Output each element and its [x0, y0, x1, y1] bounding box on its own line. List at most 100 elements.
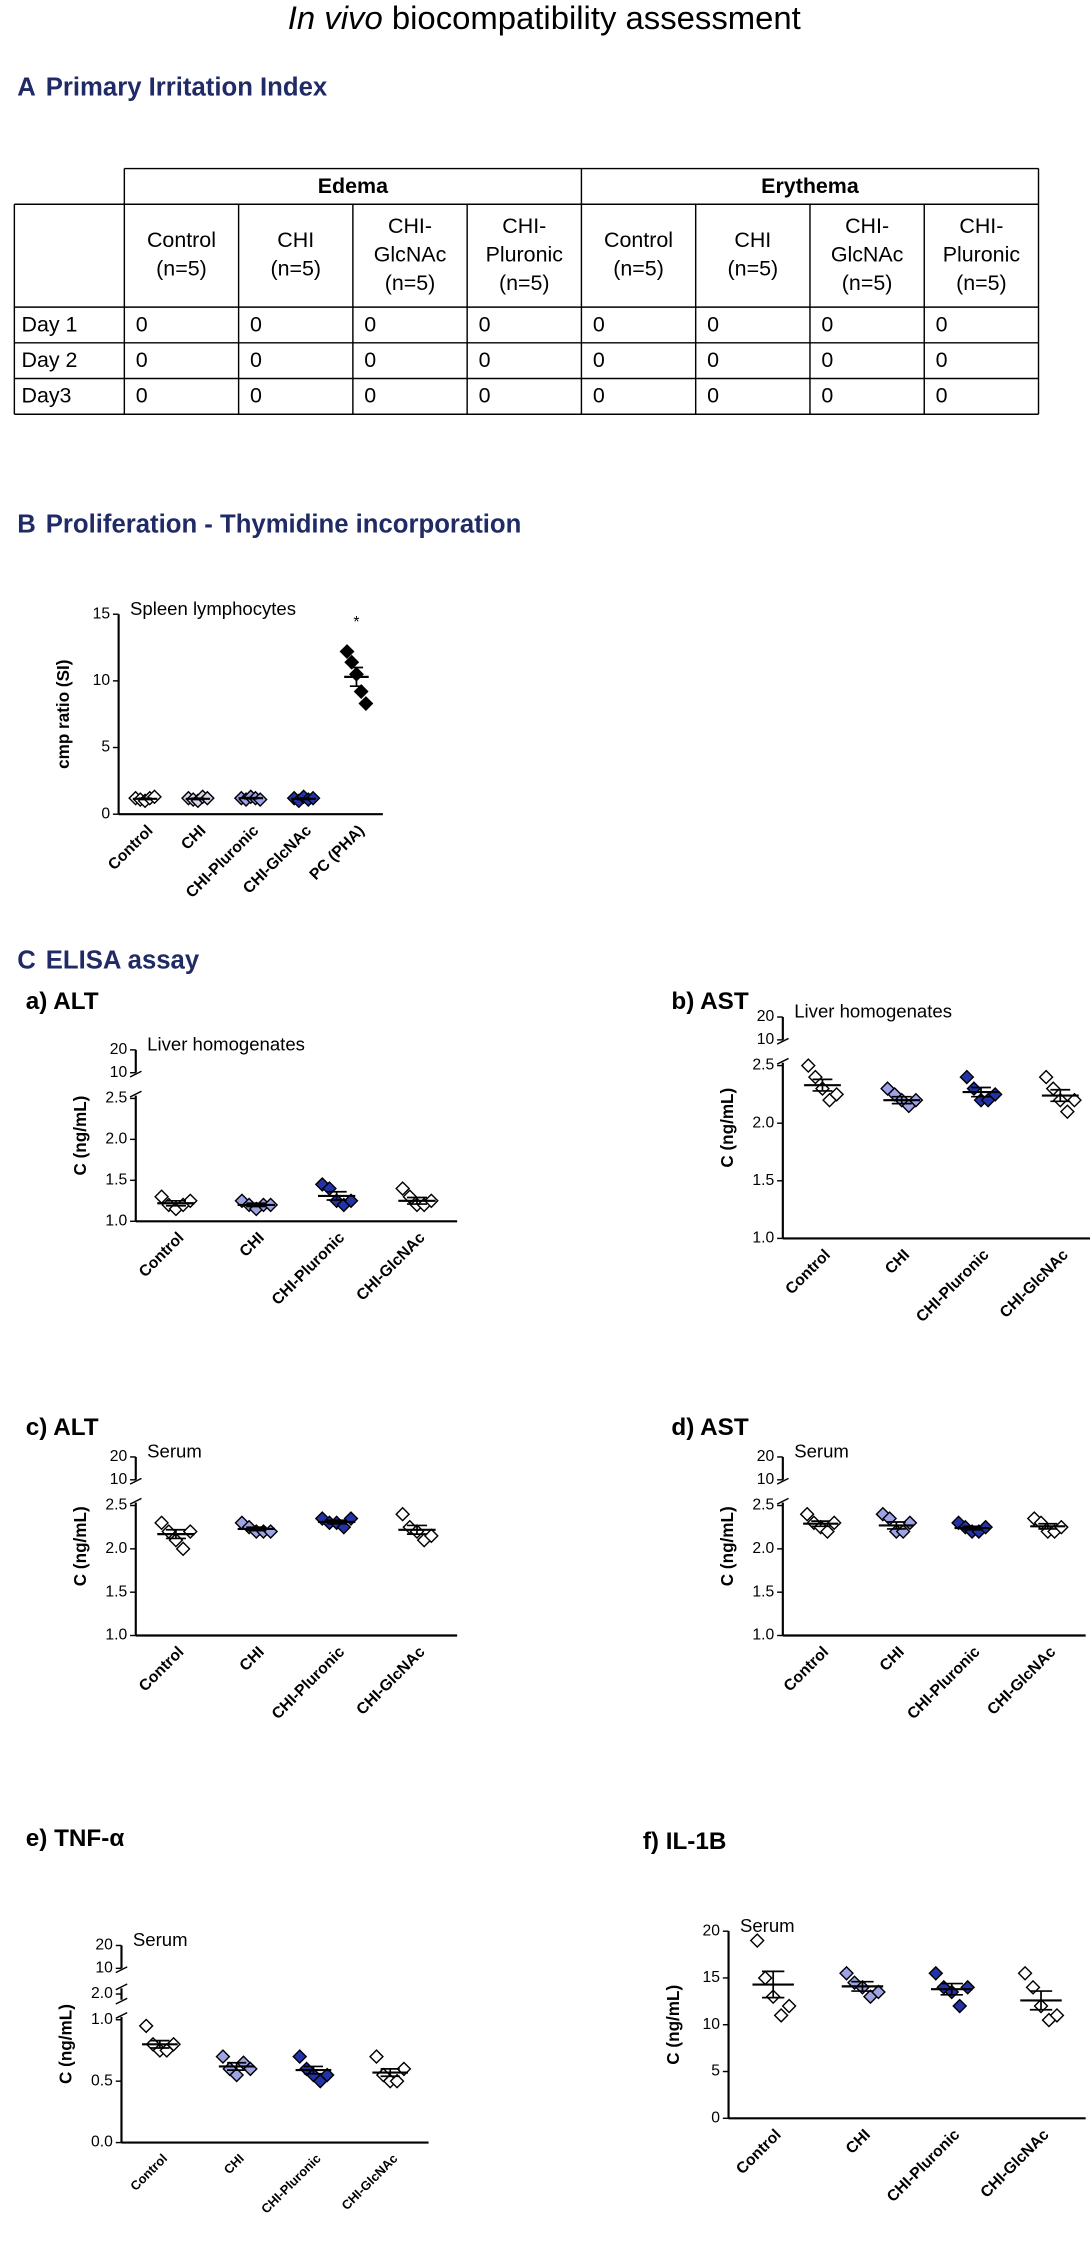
sem-bar	[940, 1982, 963, 1996]
y-axis-label: C (ng/mL)	[56, 2004, 76, 2084]
x-tick-label: PC (PHA)	[307, 822, 368, 883]
y-tick-label: 2.5	[105, 1497, 127, 1514]
sem-bar	[246, 1526, 267, 1532]
sem-bar	[165, 1528, 186, 1540]
x-tick-label: CHI-GlcNAc	[978, 2126, 1053, 2201]
x-tick-label: CHI-GlcNAc	[984, 1643, 1059, 1718]
data-point	[229, 2067, 245, 2083]
table-column-header: (n=5)	[385, 271, 436, 295]
sem-bar	[1038, 1522, 1058, 1530]
y-tick-label: 15	[93, 605, 111, 622]
sem-bar	[165, 1199, 186, 1207]
data-point	[358, 696, 374, 711]
significance-label: *	[353, 614, 359, 631]
sem-bar	[971, 1086, 991, 1098]
data-point	[959, 1069, 975, 1085]
y-axis-label: C (ng/mL)	[70, 1506, 90, 1586]
sem-bar	[1050, 1088, 1071, 1103]
y-tick-label: 2.5	[752, 1497, 774, 1514]
axis-break	[776, 1057, 789, 1065]
y-tick-label: 2.5	[105, 1090, 127, 1107]
data-point	[847, 1975, 862, 1991]
data-point	[344, 654, 360, 670]
y-axis-label: cmp ratio (SI)	[53, 659, 73, 768]
y-tick-label: 2.0	[105, 1131, 127, 1148]
table-column-header: (n=5)	[956, 271, 1007, 295]
data-point	[960, 1979, 976, 1995]
data-point	[807, 1069, 823, 1085]
annotation: Serum	[133, 1929, 188, 1950]
data-point	[1025, 1979, 1041, 1995]
data-point	[1045, 1081, 1061, 1097]
data-point	[1049, 2007, 1065, 2023]
sem-bar	[246, 1202, 267, 1208]
data-point	[1026, 1511, 1042, 1526]
data-point	[839, 1965, 854, 1981]
y-tick-label: 1.5	[752, 1583, 774, 1600]
x-tick-label: CHI	[877, 1644, 908, 1675]
data-point	[1067, 1092, 1082, 1108]
x-tick-label: CHI	[882, 1246, 913, 1277]
data-point	[829, 1086, 845, 1102]
y-tick-label: 20	[757, 1448, 775, 1465]
data-point	[1059, 1104, 1075, 1120]
x-tick-label: CHI	[237, 1644, 268, 1675]
table-cell: 0	[364, 384, 376, 408]
table-cell: 0	[707, 384, 719, 408]
y-tick-label: 0.0	[91, 2134, 113, 2151]
data-point	[369, 2049, 384, 2065]
axis-break	[115, 1966, 128, 1974]
data-point	[138, 2018, 154, 2034]
table-row-label: Day 1	[21, 312, 77, 336]
data-point	[870, 1984, 886, 2000]
y-tick-label: 2.0	[105, 1540, 127, 1557]
x-tick-label: Control	[136, 1644, 187, 1695]
table-column-header: CHI	[734, 228, 771, 252]
y-tick-label: 1.5	[752, 1172, 774, 1189]
y-axis-label: C (ng/mL)	[717, 1506, 737, 1586]
data-point	[928, 1965, 944, 1981]
sem-bar	[891, 1095, 912, 1105]
data-point	[339, 644, 355, 659]
axis-break	[129, 1090, 142, 1098]
x-tick-label: CHI-Pluronic	[269, 1643, 348, 1722]
table-cell: 0	[479, 384, 491, 408]
table-column-header: (n=5)	[728, 257, 779, 281]
axis-break	[129, 1477, 142, 1485]
table-cell: 0	[479, 312, 491, 336]
panel-label: f) IL-1B	[643, 1828, 727, 1855]
x-tick-label: CHI-Pluronic	[884, 2126, 963, 2205]
panel-label: e) TNF-α	[26, 1825, 125, 1852]
axis-break	[129, 1070, 142, 1078]
table-column-header: CHI-	[959, 214, 1003, 238]
table-cell: 0	[936, 312, 948, 336]
data-point	[800, 1058, 816, 1074]
panel-label: c) ALT	[26, 1414, 99, 1441]
table-cell: 0	[707, 348, 719, 372]
table-cell: 0	[821, 348, 833, 372]
section-text: ELISA assay	[46, 946, 200, 974]
x-tick-label: Control	[733, 2126, 784, 2177]
sem-bar	[150, 2039, 170, 2049]
x-tick-label: CHI-GlcNAc	[338, 2151, 400, 2213]
data-point	[175, 1541, 191, 1557]
annotation: Serum	[740, 1915, 795, 1936]
y-axis-label: C (ng/mL)	[717, 1088, 737, 1168]
y-tick-label: 20	[757, 1008, 775, 1025]
sem-bar	[191, 797, 205, 801]
data-point	[343, 1193, 359, 1209]
section-heading: A Primary Irritation Index	[17, 73, 328, 101]
data-point	[353, 684, 369, 699]
table-column-header: CHI-	[845, 214, 889, 238]
sem-bar	[851, 1980, 874, 1992]
y-tick-label: 10	[703, 2016, 721, 2033]
table-cell: 0	[250, 312, 262, 336]
annotation: Serum	[794, 1441, 849, 1462]
sem-bar	[138, 797, 152, 801]
table-cell: 0	[593, 312, 605, 336]
table-cell: 0	[136, 348, 148, 372]
y-tick-label: 1.0	[752, 1627, 774, 1644]
title-italic: In vivo	[288, 0, 383, 36]
data-point	[395, 1506, 411, 1522]
y-tick-label: 20	[110, 1041, 128, 1058]
